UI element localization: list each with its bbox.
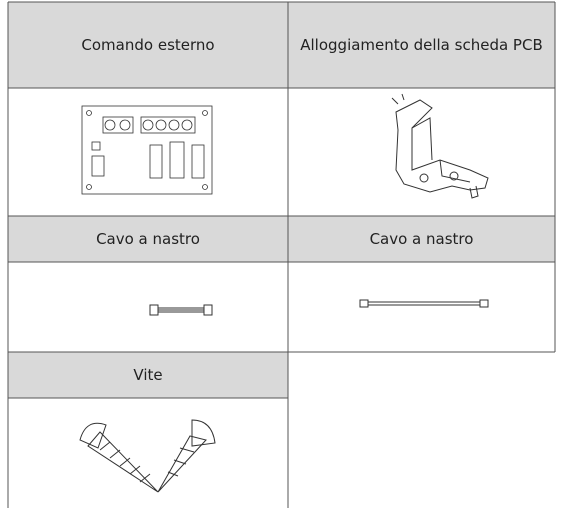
cell-text: Cavo a nastro (369, 229, 474, 248)
housing-illustration (391, 93, 489, 199)
header-cell: Vite (8, 352, 288, 398)
header-cell: Alloggiamento della scheda PCB (288, 2, 555, 88)
header-cell: Cavo a nastro (8, 216, 288, 262)
cell-text: Cavo a nastro (96, 229, 200, 248)
cable-illustration (149, 304, 213, 316)
table-borders (7, 1, 556, 508)
cell-text: Comando esterno (81, 35, 215, 54)
pcb-illustration (81, 105, 213, 195)
header-cell: Comando esterno (8, 2, 288, 88)
cable-illustration (359, 299, 489, 308)
header-cell: Cavo a nastro (288, 216, 555, 262)
cell-text: Vite (133, 365, 163, 384)
cell-text: Alloggiamento della scheda PCB (300, 35, 543, 54)
screw-illustration (79, 419, 216, 493)
